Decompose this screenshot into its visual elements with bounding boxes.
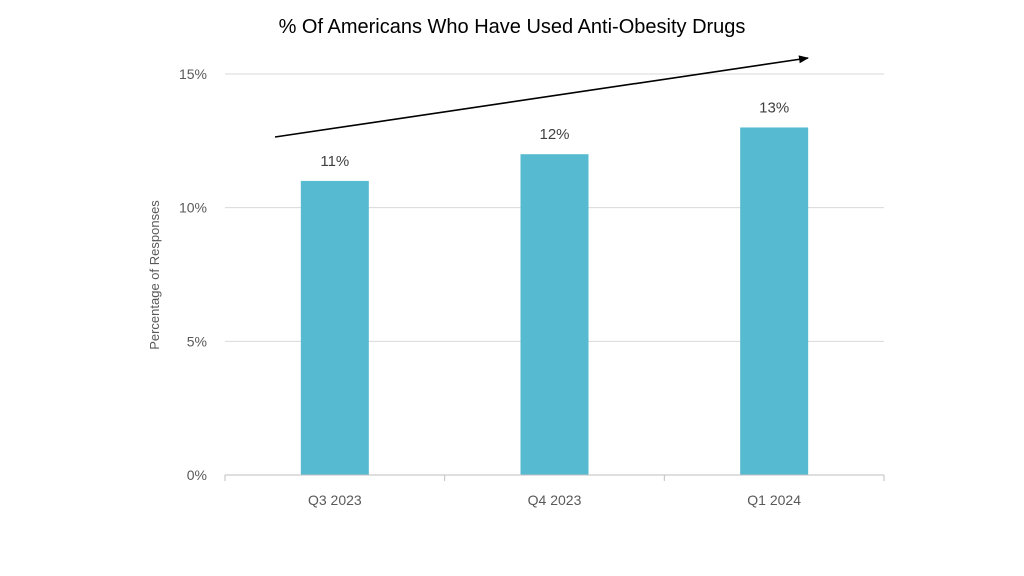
data-label: 11% bbox=[320, 153, 349, 170]
x-category-label: Q3 2023 bbox=[308, 492, 362, 508]
data-label: 13% bbox=[759, 99, 789, 116]
y-tick-label: 0% bbox=[187, 467, 207, 483]
y-tick-label: 10% bbox=[179, 200, 207, 216]
data-labels: 11% 12% 13% bbox=[320, 99, 789, 169]
bar bbox=[520, 154, 589, 475]
bars bbox=[300, 127, 809, 475]
bar bbox=[300, 180, 369, 475]
x-category-label: Q1 2024 bbox=[747, 492, 801, 508]
data-label: 12% bbox=[539, 126, 569, 143]
y-axis-title: Percentage of Responses bbox=[147, 200, 162, 350]
y-tick-label: 15% bbox=[179, 66, 207, 82]
x-axis: Q3 2023 Q4 2023 Q1 2024 bbox=[224, 474, 885, 508]
chart-title: % Of Americans Who Have Used Anti-Obesit… bbox=[279, 16, 746, 38]
trend-arrow bbox=[274, 55, 809, 138]
y-tick-label: 5% bbox=[187, 333, 207, 349]
bar bbox=[740, 127, 809, 475]
x-category-label: Q4 2023 bbox=[528, 492, 582, 508]
